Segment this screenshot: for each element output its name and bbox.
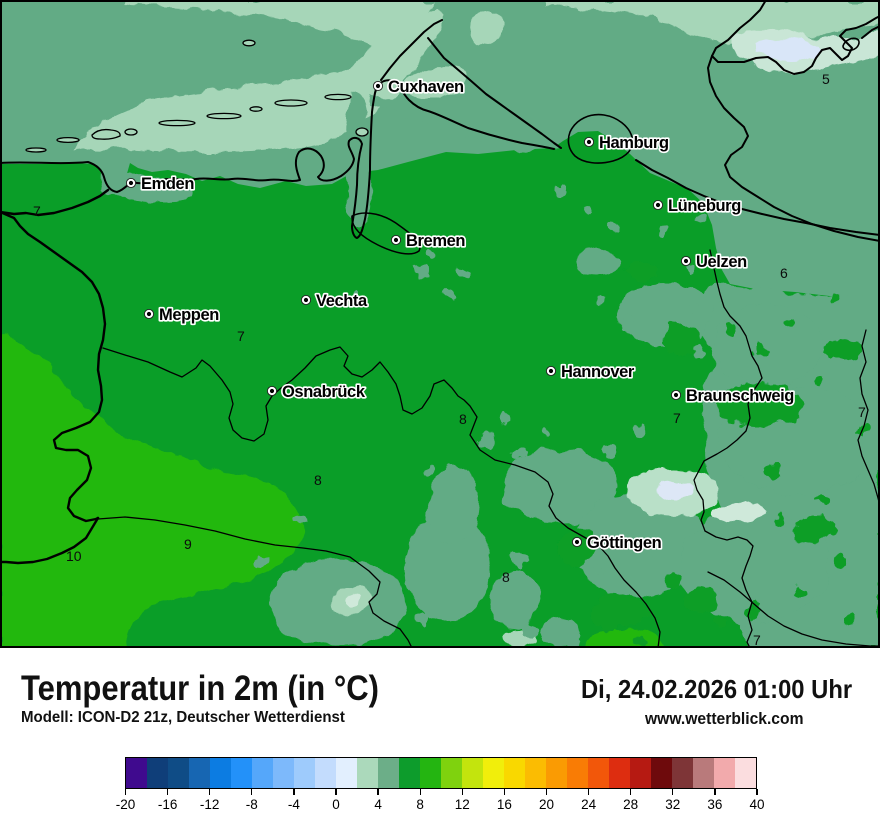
svg-text:Osnabrück: Osnabrück [282,383,366,401]
svg-text:Meppen: Meppen [159,306,219,324]
svg-text:7: 7 [753,632,761,648]
svg-text:Uelzen: Uelzen [696,253,747,271]
svg-text:Bremen: Bremen [406,232,465,250]
svg-text:5: 5 [822,71,830,87]
svg-text:7: 7 [237,328,245,344]
svg-text:8: 8 [459,411,467,427]
svg-text:Lüneburg: Lüneburg [668,197,741,215]
svg-text:Vechta: Vechta [316,292,368,310]
svg-text:8: 8 [502,569,510,585]
svg-text:6: 6 [780,265,788,281]
svg-text:9: 9 [184,536,192,552]
svg-text:Hannover: Hannover [561,363,635,381]
svg-text:Hamburg: Hamburg [599,134,669,152]
svg-text:10: 10 [66,548,82,564]
svg-text:7: 7 [33,203,41,219]
svg-text:Cuxhaven: Cuxhaven [388,78,464,96]
svg-text:7: 7 [673,410,681,426]
svg-text:Emden: Emden [141,175,194,193]
svg-text:Göttingen: Göttingen [587,534,662,552]
svg-text:7: 7 [858,404,866,420]
svg-text:8: 8 [314,472,322,488]
svg-text:Braunschweig: Braunschweig [686,387,794,405]
